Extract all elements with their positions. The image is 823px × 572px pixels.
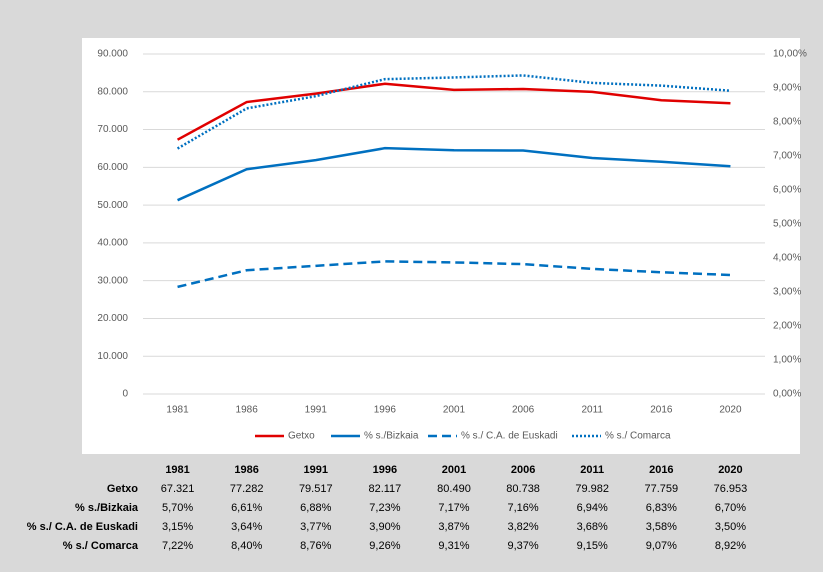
table-cell: 3,15%: [162, 521, 193, 533]
table-header: 1981: [165, 464, 189, 476]
table-cell: 82.117: [368, 483, 401, 495]
legend-label: % s./Bizkaia: [364, 431, 419, 442]
table-row-label: Getxo: [107, 483, 138, 495]
table-cell: 80.738: [506, 483, 540, 495]
legend-label: Getxo: [288, 431, 315, 442]
table-cell: 3,87%: [438, 521, 469, 533]
table-cell: 6,88%: [300, 502, 331, 514]
table-header: 2020: [718, 464, 742, 476]
table-cell: 3,64%: [231, 521, 262, 533]
table-header: 2011: [580, 464, 604, 476]
x-tick-label: 1986: [236, 405, 259, 416]
table-cell: 3,90%: [369, 521, 400, 533]
y-tick-label: 70.000: [97, 124, 128, 135]
y2-tick-label: 2,00%: [773, 321, 801, 332]
y2-tick-label: 8,00%: [773, 117, 801, 128]
table-cell: 79.517: [299, 483, 333, 495]
x-tick-label: 1981: [166, 405, 189, 416]
table-cell: 3,50%: [715, 521, 746, 533]
y-tick-label: 30.000: [97, 275, 128, 286]
table-cell: 3,68%: [577, 521, 608, 533]
y2-tick-label: 9,00%: [773, 83, 801, 94]
table-cell: 6,83%: [646, 502, 677, 514]
table-cell: 9,15%: [577, 540, 608, 552]
table-cell: 7,23%: [369, 502, 400, 514]
table-header: 2001: [442, 464, 466, 476]
y-tick-label: 10.000: [97, 351, 128, 362]
y2-tick-label: 7,00%: [773, 151, 801, 162]
series-line: [176, 82, 731, 141]
table-row-label: % s./ C.A. de Euskadi: [27, 521, 138, 533]
x-tick-label: 2016: [650, 405, 673, 416]
table-cell: 8,76%: [300, 540, 331, 552]
table-cell: 6,61%: [231, 502, 262, 514]
y2-tick-label: 4,00%: [773, 253, 801, 264]
legend-label: % s./ C.A. de Euskadi: [461, 431, 558, 442]
table-cell: 9,07%: [646, 540, 677, 552]
plot-background: [82, 38, 800, 454]
y-tick-label: 90.000: [97, 49, 128, 60]
table-cell: 67.321: [161, 483, 195, 495]
x-tick-label: 1996: [374, 405, 397, 416]
y2-tick-label: 6,00%: [773, 185, 801, 196]
x-tick-label: 2011: [581, 405, 603, 416]
table-cell: 7,16%: [508, 502, 539, 514]
table-header: 1991: [304, 464, 328, 476]
table-cell: 6,70%: [715, 502, 746, 514]
y-tick-label: 50.000: [97, 200, 128, 211]
y-tick-label: 20.000: [97, 313, 128, 324]
y2-tick-label: 5,00%: [773, 219, 801, 230]
x-tick-label: 2001: [443, 405, 466, 416]
y-tick-label: 60.000: [97, 162, 128, 173]
y2-tick-label: 1,00%: [773, 355, 801, 366]
x-tick-label: 1991: [305, 405, 328, 416]
table-row-label: % s./Bizkaia: [75, 502, 139, 514]
table-cell: 77.759: [645, 483, 679, 495]
table-cell: 6,94%: [577, 502, 608, 514]
table-cell: 5,70%: [162, 502, 193, 514]
y-tick-label: 0: [122, 389, 128, 400]
table-cell: 3,77%: [300, 521, 331, 533]
y2-tick-label: 3,00%: [773, 287, 801, 298]
table-cell: 9,37%: [508, 540, 539, 552]
table-cell: 9,31%: [438, 540, 469, 552]
y-tick-label: 40.000: [97, 238, 128, 249]
table-cell: 3,82%: [508, 521, 539, 533]
table-header: 2016: [649, 464, 673, 476]
x-tick-label: 2020: [719, 405, 742, 416]
x-tick-label: 2006: [512, 405, 535, 416]
table-header: 2006: [511, 464, 535, 476]
table-cell: 77.282: [230, 483, 264, 495]
table-cell: 8,92%: [715, 540, 746, 552]
table-cell: 7,17%: [438, 502, 469, 514]
y-tick-label: 80.000: [97, 86, 128, 97]
table-cell: 7,22%: [162, 540, 193, 552]
table-row-label: % s./ Comarca: [63, 540, 139, 552]
y2-tick-label: 0,00%: [773, 389, 801, 400]
table-header: 1986: [234, 464, 258, 476]
series-line: [177, 146, 731, 202]
table-cell: 9,26%: [369, 540, 400, 552]
table-cell: 76.953: [714, 483, 748, 495]
legend-label: % s./ Comarca: [605, 431, 671, 442]
table-header: 1996: [373, 464, 397, 476]
y2-tick-label: 10,00%: [773, 49, 807, 60]
table-cell: 79.982: [575, 483, 609, 495]
table-cell: 3,58%: [646, 521, 677, 533]
table-cell: 80.490: [437, 483, 471, 495]
table-cell: 8,40%: [231, 540, 262, 552]
series-line: [177, 260, 731, 289]
